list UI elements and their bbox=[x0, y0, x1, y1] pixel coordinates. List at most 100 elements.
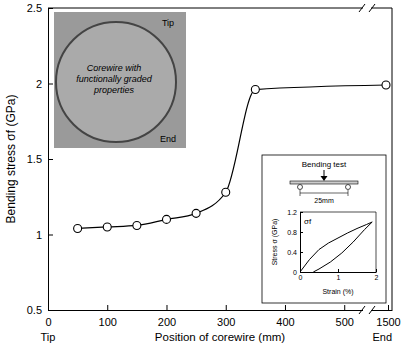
tick: 2.5 bbox=[27, 2, 53, 14]
tick-mark bbox=[166, 305, 167, 310]
inset-y-axis: 0 0.4 0.8 1.2 bbox=[287, 209, 303, 276]
tick-mark bbox=[48, 84, 53, 85]
tick-mark bbox=[376, 269, 377, 272]
tick: 0.5 bbox=[27, 304, 53, 316]
corewire-coil bbox=[56, 22, 176, 142]
inset-plot-area bbox=[300, 222, 372, 272]
tick-mark bbox=[107, 305, 108, 310]
tick-label: 400 bbox=[276, 316, 294, 328]
stress-strain-curve bbox=[300, 222, 372, 272]
tick-mark bbox=[48, 235, 53, 236]
tick-mark bbox=[344, 305, 345, 310]
tick-label: 100 bbox=[99, 316, 117, 328]
end-label: End bbox=[372, 331, 392, 343]
tick-mark bbox=[285, 305, 286, 310]
data-point bbox=[162, 215, 170, 223]
inset-x-axis-line bbox=[301, 272, 377, 273]
photo-caption: Corewire withfunctionally gradedproperti… bbox=[76, 63, 153, 95]
photo-inset: Tip End Corewire withfunctionally gradedpr… bbox=[54, 12, 186, 148]
tick-mark bbox=[48, 8, 53, 9]
data-point bbox=[103, 223, 111, 231]
tick: 2 bbox=[375, 269, 379, 281]
y-axis: 0.5 1 1.5 2 2.5 bbox=[27, 2, 53, 316]
photo-background bbox=[54, 12, 186, 148]
break-mark bbox=[359, 306, 365, 314]
dimension-label: 25mm bbox=[314, 197, 334, 204]
data-point bbox=[133, 221, 141, 229]
break-gap bbox=[363, 307, 371, 313]
y-axis-title: Bending stress σf (GPa) bbox=[4, 95, 18, 224]
tick: 1.5 bbox=[27, 153, 53, 165]
tick-label: 1 bbox=[36, 229, 42, 241]
frame-right bbox=[392, 8, 393, 310]
tick-mark bbox=[300, 212, 303, 213]
inset-annotation: σf bbox=[304, 217, 312, 226]
tick-label: 0 bbox=[299, 274, 303, 281]
data-point bbox=[382, 81, 390, 89]
tick-label: 1500 bbox=[376, 316, 400, 328]
data-point bbox=[192, 209, 200, 217]
inset-y-title: Stress σ (GPa) bbox=[271, 219, 279, 266]
inset-y-axis-line bbox=[300, 213, 301, 273]
tick: 1 bbox=[337, 269, 341, 281]
inset-title: Bending test bbox=[302, 160, 347, 169]
tick-label: 0.8 bbox=[287, 229, 297, 236]
photo-label: End bbox=[160, 134, 176, 144]
beam bbox=[290, 181, 358, 184]
tick: 500 bbox=[336, 305, 354, 328]
tick-label: 0 bbox=[293, 269, 297, 276]
break-mark bbox=[369, 4, 375, 12]
inset-frame-top bbox=[300, 212, 376, 213]
end-label: Tip bbox=[41, 331, 56, 343]
tick: 1.2 bbox=[287, 209, 303, 216]
bending-inset: Bending test 25mm 0 1 2 0 0.4 0.8 1.2 σf Strain (%… bbox=[262, 155, 386, 303]
chart: 010020030040050015000.511.522.5Position … bbox=[0, 0, 410, 349]
support bbox=[298, 185, 303, 190]
inset-x-title: Strain (%) bbox=[322, 288, 353, 296]
tick-label: 0 bbox=[45, 316, 51, 328]
tick-mark bbox=[388, 305, 389, 310]
data-point bbox=[251, 86, 259, 94]
tick-label: 1 bbox=[337, 274, 341, 281]
tick-mark bbox=[300, 252, 303, 253]
tick-label: 300 bbox=[217, 316, 235, 328]
tick: 2 bbox=[36, 78, 53, 90]
load-arrow-head bbox=[321, 176, 328, 181]
tick-label: 2 bbox=[375, 274, 379, 281]
tick-mark bbox=[338, 269, 339, 272]
tick: 0.8 bbox=[287, 229, 303, 236]
inset-x-axis: 0 1 2 bbox=[299, 269, 379, 281]
tick: 300 bbox=[217, 305, 235, 328]
tick: 1500 bbox=[376, 305, 400, 328]
x-axis-title: Position of corewire (mm) bbox=[155, 331, 286, 343]
x-axis-line bbox=[49, 310, 393, 311]
tick: 1 bbox=[36, 229, 53, 241]
x-axis: 0 100 200 300 400 500 1500 bbox=[45, 305, 400, 328]
tick: 400 bbox=[276, 305, 294, 328]
tick-label: 2 bbox=[36, 78, 42, 90]
tick-label: 500 bbox=[336, 316, 354, 328]
tick-label: 0.4 bbox=[287, 249, 297, 256]
tick-label: 200 bbox=[158, 316, 176, 328]
tick-mark bbox=[48, 159, 53, 160]
tick-label: 0.5 bbox=[27, 304, 42, 316]
tick: 0.4 bbox=[287, 249, 303, 256]
tick-mark bbox=[226, 305, 227, 310]
tick-mark bbox=[300, 272, 303, 273]
inset-frame-right bbox=[376, 212, 377, 272]
break-gap bbox=[363, 5, 371, 11]
tick: 200 bbox=[158, 305, 176, 328]
break-mark bbox=[359, 4, 365, 12]
tick-mark bbox=[300, 232, 303, 233]
photo-label: Tip bbox=[162, 18, 174, 28]
frame-top bbox=[48, 8, 392, 9]
break-mark bbox=[369, 306, 375, 314]
dimension-line bbox=[300, 193, 348, 194]
tick-label: 1.2 bbox=[287, 209, 297, 216]
tick-label: 1.5 bbox=[27, 153, 42, 165]
tick-mark bbox=[48, 310, 53, 311]
tick-label: 2.5 bbox=[27, 2, 42, 14]
inset-box bbox=[262, 155, 386, 303]
tick: 100 bbox=[99, 305, 117, 328]
data-point bbox=[74, 224, 82, 232]
